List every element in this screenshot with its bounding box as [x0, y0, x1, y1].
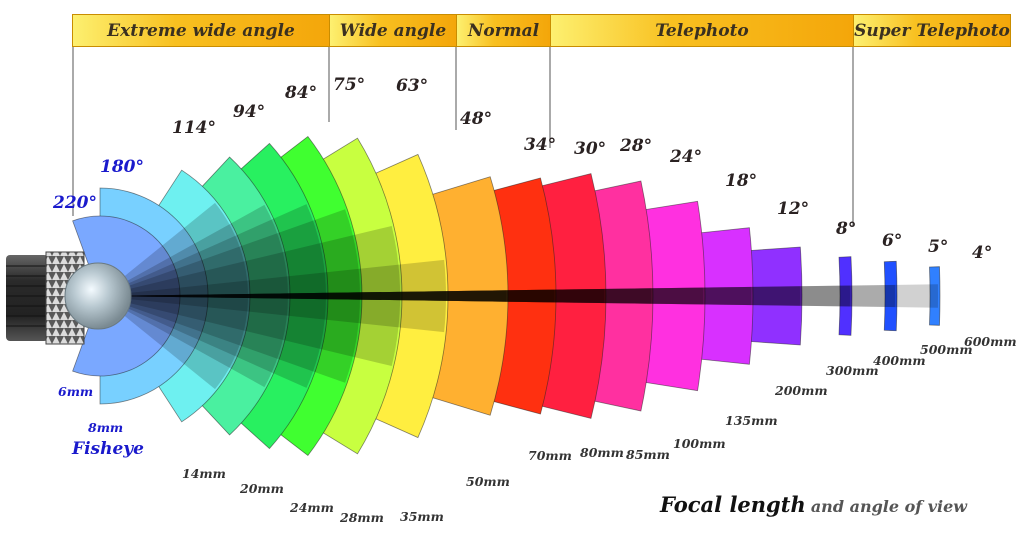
- sector-600mm: [929, 266, 941, 326]
- sector-shade-85mm: [100, 288, 604, 304]
- angle-label-20mm: 94°: [233, 102, 265, 122]
- angle-label-500mm: 5°: [928, 237, 948, 257]
- category-normal: Normal: [456, 14, 551, 47]
- focal-label-8mm: 8mm: [88, 420, 123, 435]
- angle-label-135mm: 18°: [725, 171, 757, 191]
- sector-shade-200mm: [100, 286, 751, 306]
- angle-labels: 220°180° 114° 94° 84° 75° 63° 48° 34° 30° 28° 24° 1…: [52, 75, 992, 263]
- focal-label-50mm: 50mm: [466, 474, 510, 489]
- category-extreme-wide-angle: Extreme wide angle: [72, 14, 330, 47]
- angle-label-14mm: 114°: [172, 118, 216, 138]
- category-divider-lines: [72, 47, 854, 226]
- angle-label-35mm: 63°: [396, 76, 428, 96]
- sector-500mm: [883, 260, 898, 332]
- lens-icon: [6, 251, 132, 345]
- angle-label-85mm: 28°: [619, 136, 652, 156]
- fisheye-label: Fisheye: [71, 439, 144, 459]
- sector-shade-400mm: [100, 285, 850, 307]
- sector-shade-100mm: [100, 288, 651, 304]
- footer-focal-length: Focal length: [660, 492, 806, 517]
- sector-shade-50mm: [100, 259, 446, 333]
- sector-shade-135mm: [100, 287, 703, 305]
- lens-barrel-icon: [6, 255, 48, 341]
- sector-shade-500mm: [100, 284, 895, 308]
- angle-label-400mm: 6°: [882, 231, 902, 251]
- sector-shade-300mm: [100, 286, 801, 306]
- focal-label-300mm: 300mm: [826, 363, 879, 378]
- angle-label-300mm: 8°: [835, 219, 856, 239]
- category-label: Super Telephoto: [854, 20, 1010, 41]
- angle-label-70mm: 34°: [524, 135, 556, 155]
- angle-label-6mm: 220°: [52, 193, 97, 213]
- focal-label-70mm: 70mm: [528, 448, 572, 463]
- sector-shade-24mm: [100, 204, 326, 388]
- sector-shade-80mm: [100, 289, 554, 303]
- category-super-telephoto: Super Telephoto: [853, 14, 1011, 47]
- angle-label-80mm: 30°: [574, 139, 606, 159]
- lens-barrel-ridges-icon: [6, 265, 48, 327]
- focal-label-6mm: 6mm: [58, 384, 93, 399]
- focal-label-100mm: 100mm: [673, 436, 726, 451]
- angle-label-50mm: 48°: [460, 109, 492, 129]
- footer-angle-of-view: and angle of view: [810, 497, 968, 516]
- focal-label-24mm: 24mm: [289, 500, 334, 515]
- angle-label-8mm: 180°: [100, 157, 144, 177]
- sector-400mm: [838, 256, 853, 336]
- angle-of-view-sectors: [72, 135, 941, 457]
- angle-label-600mm: 4°: [972, 243, 992, 263]
- angle-label-200mm: 12°: [777, 199, 809, 219]
- category-wide-angle: Wide angle: [329, 14, 457, 47]
- focal-label-80mm: 80mm: [580, 445, 624, 460]
- sector-shade-20mm: [100, 204, 288, 388]
- focal-label-28mm: 28mm: [339, 510, 384, 525]
- sector-shade-14mm: [100, 202, 249, 390]
- angle-label-28mm: 75°: [333, 75, 365, 95]
- focal-length-labels: 6mm 8mm 14mm 20mm 24mm 28mm 35mm 50mm 70mm 80mm 85…: [58, 334, 1017, 525]
- focal-label-14mm: 14mm: [182, 466, 226, 481]
- focal-label-500mm: 500mm: [920, 342, 973, 357]
- angle-label-24mm: 84°: [284, 83, 317, 103]
- focal-label-20mm: 20mm: [239, 481, 284, 496]
- sector-shade-70mm: [100, 290, 506, 302]
- sector-shade-600mm: [100, 284, 938, 308]
- category-telephoto: Telephoto: [550, 14, 854, 47]
- angle-label-100mm: 24°: [669, 147, 702, 167]
- focal-label-600mm: 600mm: [964, 334, 1017, 349]
- category-label: Normal: [467, 20, 540, 41]
- focal-label-135mm: 135mm: [725, 413, 778, 428]
- sector-shade-35mm: [100, 225, 401, 367]
- lens-glass-icon: [64, 262, 132, 330]
- focal-label-35mm: 35mm: [400, 509, 444, 524]
- focal-label-200mm: 200mm: [774, 383, 828, 398]
- category-label: Extreme wide angle: [107, 20, 295, 41]
- category-label: Wide angle: [339, 20, 447, 41]
- category-label: Telephoto: [655, 20, 749, 41]
- sector-shade-28mm: [100, 209, 360, 383]
- footer-caption: Focal length and angle of view: [660, 492, 967, 517]
- focal-label-400mm: 400mm: [873, 353, 926, 368]
- focal-label-85mm: 85mm: [626, 447, 670, 462]
